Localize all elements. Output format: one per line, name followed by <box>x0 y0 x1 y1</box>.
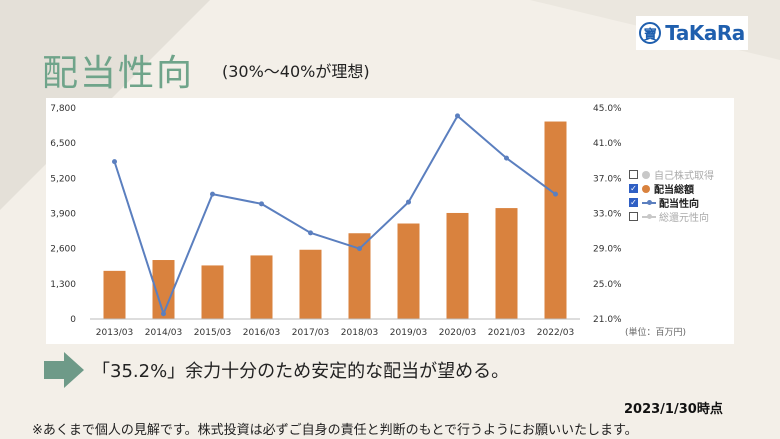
line-point <box>161 311 166 317</box>
bar <box>250 255 273 319</box>
dividend-chart: 0 1,300 2,600 3,900 5,200 6,500 7,800 21.0% 25.0… <box>50 104 686 338</box>
line-point <box>112 159 117 165</box>
bar <box>446 212 469 319</box>
x-tick-label: 2013/03 <box>96 328 133 338</box>
legend-label: 自己株式取得 <box>654 171 714 182</box>
x-tick-label: 2019/03 <box>390 328 427 338</box>
line-point <box>406 199 411 205</box>
bar <box>103 270 126 319</box>
bar <box>348 233 371 319</box>
legend-dot-icon <box>642 170 650 179</box>
y-left-tick-label: 2,600 <box>50 245 76 255</box>
line-point <box>259 201 264 207</box>
legend-item[interactable]: ✓ 配当性向 <box>629 196 714 210</box>
x-tick-label: 2015/03 <box>194 328 231 338</box>
x-tick-label: 2017/03 <box>292 328 329 338</box>
legend-label: 配当性向 <box>659 199 699 210</box>
y-right-tick-label: 21.0% <box>593 315 622 325</box>
x-tick-label: 2014/03 <box>145 328 182 338</box>
arrow-right-icon <box>44 352 84 388</box>
y-right-tick-label: 37.0% <box>593 174 622 184</box>
line-point <box>210 191 215 197</box>
legend-label: 総還元性向 <box>659 213 709 224</box>
x-tick-label: 2018/03 <box>341 328 378 338</box>
line-point <box>553 191 558 197</box>
logo-mark-icon: 寶 <box>639 22 662 44</box>
y-left-tick-label: 0 <box>70 315 76 325</box>
x-tick-label: 2021/03 <box>488 328 525 338</box>
unit-label: (単位：百万円) <box>625 326 686 338</box>
line-point <box>504 155 509 161</box>
legend-checkbox[interactable] <box>629 170 638 179</box>
legend-checkbox[interactable] <box>629 212 638 221</box>
page-title: 配当性向 <box>42 53 195 94</box>
y-right-tick-label: 33.0% <box>593 210 622 220</box>
y-left-tick-label: 6,500 <box>50 139 76 149</box>
x-tick-label: 2022/03 <box>537 328 574 338</box>
page-subtitle: (30%〜40%が理想) <box>222 62 370 81</box>
legend-line-icon <box>642 199 656 205</box>
legend-item[interactable]: 自己株式取得 <box>629 168 714 182</box>
y-right-tick-label: 41.0% <box>593 139 622 149</box>
bar <box>544 121 567 320</box>
company-logo: 寶 TaKaRa <box>636 16 748 50</box>
legend-checkbox[interactable]: ✓ <box>629 197 638 207</box>
y-right-tick-label: 45.0% <box>593 104 622 114</box>
x-tick-label: 2020/03 <box>439 328 476 338</box>
chart-legend: 自己株式取得 ✓ 配当総額 ✓ 配当性向総還元性向 <box>629 168 714 224</box>
bar <box>495 208 518 319</box>
line-point <box>455 113 460 119</box>
y-left-tick-label: 7,800 <box>50 104 76 114</box>
y-left-tick-label: 5,200 <box>50 174 76 184</box>
bar <box>397 223 420 319</box>
legend-item[interactable]: ✓ 配当総額 <box>629 182 714 196</box>
legend-label: 配当総額 <box>654 185 694 196</box>
line-point <box>357 246 362 252</box>
series-line <box>113 114 557 317</box>
legend-checkbox[interactable]: ✓ <box>629 183 638 193</box>
logo-text: TaKaRa <box>665 21 745 45</box>
y-right-tick-label: 29.0% <box>593 245 622 255</box>
legend-dot-icon <box>642 184 650 193</box>
y-right-tick-label: 25.0% <box>593 280 622 290</box>
disclaimer-note: ※あくまで個人の見解です。株式投資は必ずご自身の責任と判断のもとで行うようにお願… <box>32 423 638 438</box>
chart-panel: 0 1,300 2,600 3,900 5,200 6,500 7,800 21.0% 25.0… <box>46 98 734 344</box>
y-left-tick-label: 3,900 <box>50 210 76 220</box>
as-of-date: 2023/1/30時点 <box>624 402 723 417</box>
bar <box>152 260 175 319</box>
x-tick-label: 2016/03 <box>243 328 280 338</box>
bar <box>299 249 322 319</box>
legend-line-icon <box>642 213 656 219</box>
summary-message: 「35.2%」余力十分のため安定的な配当が望める。 <box>92 361 510 382</box>
bar <box>201 265 224 319</box>
legend-item[interactable]: 総還元性向 <box>629 210 714 224</box>
line-point <box>308 230 313 236</box>
y-left-tick-label: 1,300 <box>50 280 76 290</box>
